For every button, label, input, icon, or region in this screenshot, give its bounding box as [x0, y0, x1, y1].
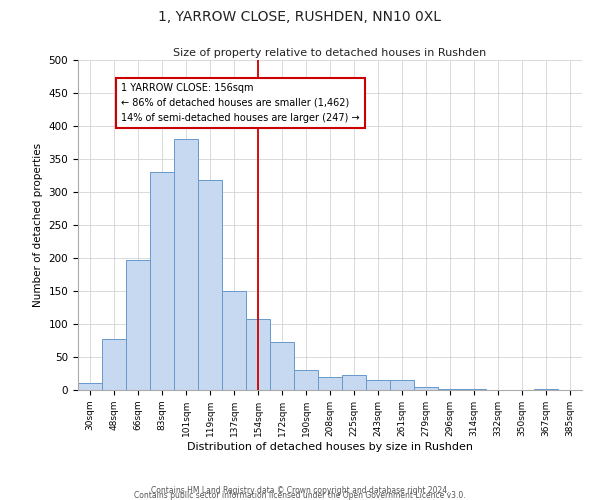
Title: Size of property relative to detached houses in Rushden: Size of property relative to detached ho…: [173, 48, 487, 58]
Bar: [438, 388, 462, 390]
Bar: [390, 380, 414, 390]
Bar: [222, 291, 246, 390]
X-axis label: Distribution of detached houses by size in Rushden: Distribution of detached houses by size …: [187, 442, 473, 452]
Bar: [102, 338, 126, 390]
Bar: [318, 377, 342, 390]
Bar: [198, 180, 222, 390]
Text: 1 YARROW CLOSE: 156sqm
← 86% of detached houses are smaller (1,462)
14% of semi-: 1 YARROW CLOSE: 156sqm ← 86% of detached…: [121, 83, 360, 122]
Bar: [150, 172, 174, 390]
Y-axis label: Number of detached properties: Number of detached properties: [33, 143, 43, 307]
Bar: [366, 380, 390, 390]
Bar: [174, 139, 198, 390]
Bar: [294, 370, 318, 390]
Bar: [342, 376, 366, 390]
Text: Contains public sector information licensed under the Open Government Licence v3: Contains public sector information licen…: [134, 491, 466, 500]
Bar: [126, 260, 150, 390]
Bar: [414, 386, 438, 390]
Bar: [78, 384, 102, 390]
Text: 1, YARROW CLOSE, RUSHDEN, NN10 0XL: 1, YARROW CLOSE, RUSHDEN, NN10 0XL: [158, 10, 442, 24]
Text: Contains HM Land Registry data © Crown copyright and database right 2024.: Contains HM Land Registry data © Crown c…: [151, 486, 449, 495]
Bar: [246, 318, 270, 390]
Bar: [270, 342, 294, 390]
